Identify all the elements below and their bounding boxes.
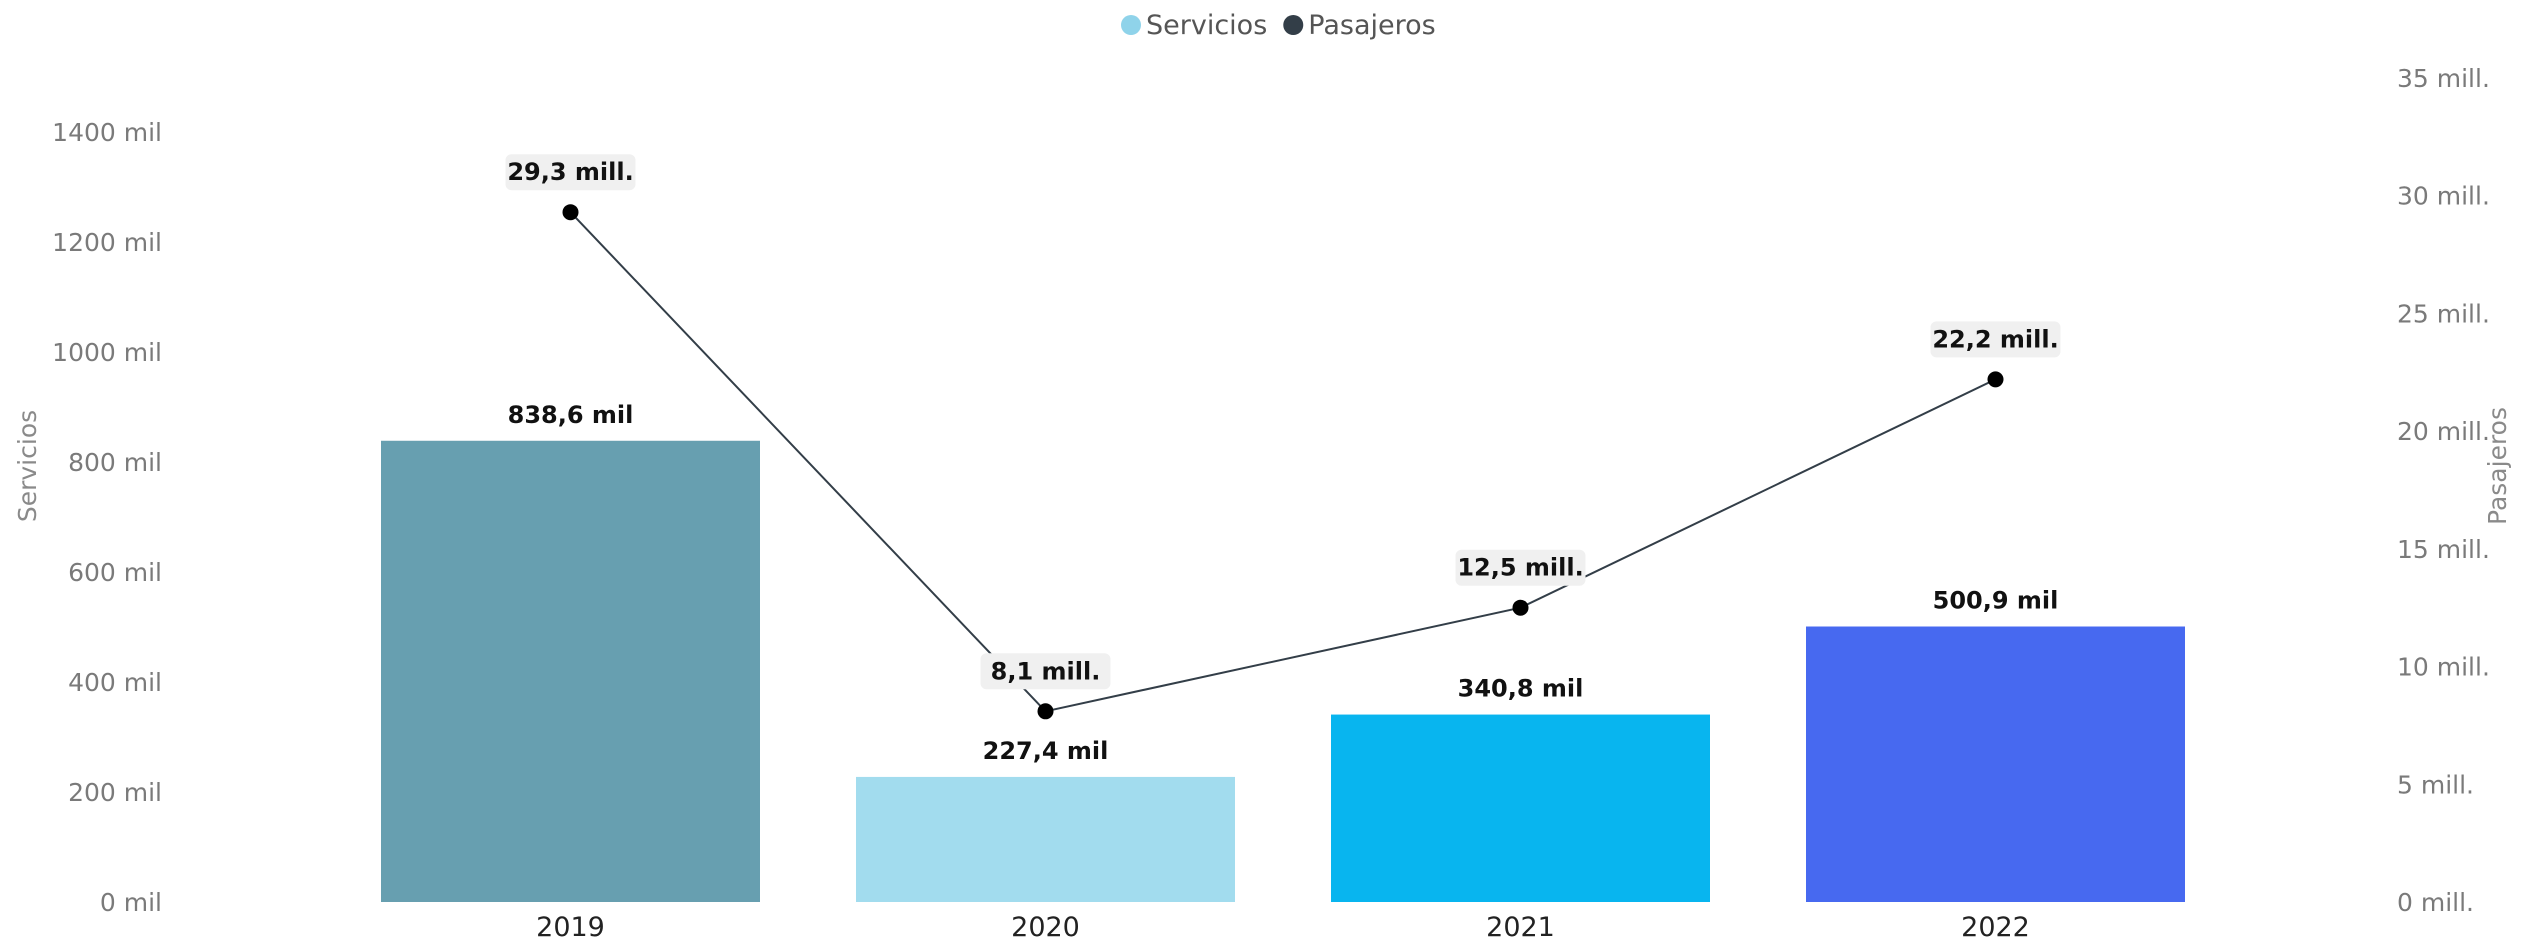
point-labels: 29,3 mill. 8,1 mill. 12,5 mill. 22,2 mill. (505, 154, 2061, 690)
y-left-tick-label: 800 mil (68, 448, 162, 477)
y-right-tick-label: 20 mill. (2397, 417, 2490, 446)
bar-data-label: 500,9 mil (1933, 587, 2059, 615)
y-right-tick-label: 10 mill. (2397, 653, 2490, 682)
bar-data-label: 838,6 mil (508, 401, 634, 429)
point-data-label: 22,2 mill. (1932, 325, 2058, 353)
y-right-tick-label: 35 mill. (2397, 64, 2490, 93)
bar-data-label: 340,8 mil (1458, 675, 1584, 703)
x-tick-label: 2019 (536, 912, 605, 942)
y-axis-left-title: Servicios (13, 410, 42, 522)
y-right-tick-label: 25 mill. (2397, 299, 2490, 328)
y-right-tick-label: 0 mill. (2397, 888, 2474, 917)
y-left-tick-label: 0 mil (100, 888, 162, 917)
x-tick-label: 2021 (1486, 912, 1555, 942)
line-point (1512, 599, 1529, 616)
line-series (562, 204, 2004, 720)
y-right-tick-label: 30 mill. (2397, 182, 2490, 211)
bar (856, 776, 1235, 902)
y-left-tick-label: 600 mil (68, 558, 162, 587)
legend-marker (1121, 15, 1141, 35)
line-point (562, 204, 579, 221)
point-data-label: 29,3 mill. (507, 158, 633, 186)
point-label-bg (1455, 549, 1586, 586)
y-left-tick-label: 200 mil (68, 778, 162, 807)
line-point (1987, 371, 2004, 388)
bar (381, 440, 760, 902)
y-left-tick-label: 400 mil (68, 668, 162, 697)
point-label-bg (1930, 321, 2061, 358)
point-data-label: 8,1 mill. (991, 657, 1101, 685)
y-right-tick-label: 15 mill. (2397, 535, 2490, 564)
y-axis-right-title: Pasajeros (2483, 407, 2512, 525)
bars (381, 440, 2185, 902)
legend-item-label: Pasajeros (1308, 10, 1435, 41)
legend-marker (1283, 15, 1304, 35)
y-axis-right: 0 mill. 5 mill. 10 mill. 15 mill. 20 mill. 25… (2397, 64, 2490, 917)
bar-data-label: 227,4 mil (983, 737, 1109, 765)
point-label-bg (980, 653, 1111, 690)
y-left-tick-label: 1200 mil (52, 228, 162, 257)
y-left-tick-label: 1000 mil (52, 338, 162, 367)
point-label-bg (505, 154, 636, 191)
legend-item-label: Servicios (1146, 10, 1267, 41)
x-tick-label: 2020 (1011, 912, 1080, 942)
bar-labels: 838,6 mil 227,4 mil 340,8 mil 500,9 mil (508, 401, 2059, 765)
line-path (569, 211, 1996, 713)
line-point (1037, 703, 1054, 720)
bar (1331, 714, 1710, 902)
point-data-label: 12,5 mill. (1457, 554, 1583, 582)
y-right-tick-label: 5 mill. (2397, 770, 2474, 799)
x-axis: 2019 2020 2021 2022 (536, 912, 2030, 942)
legend: Servicios Pasajeros (1121, 10, 1436, 41)
x-tick-label: 2022 (1961, 912, 2030, 942)
bar (1806, 626, 2185, 902)
y-axis-left: 0 mil 200 mil 400 mil 600 mil 800 mil 1000 mi… (52, 118, 162, 917)
y-left-tick-label: 1400 mil (52, 118, 162, 147)
